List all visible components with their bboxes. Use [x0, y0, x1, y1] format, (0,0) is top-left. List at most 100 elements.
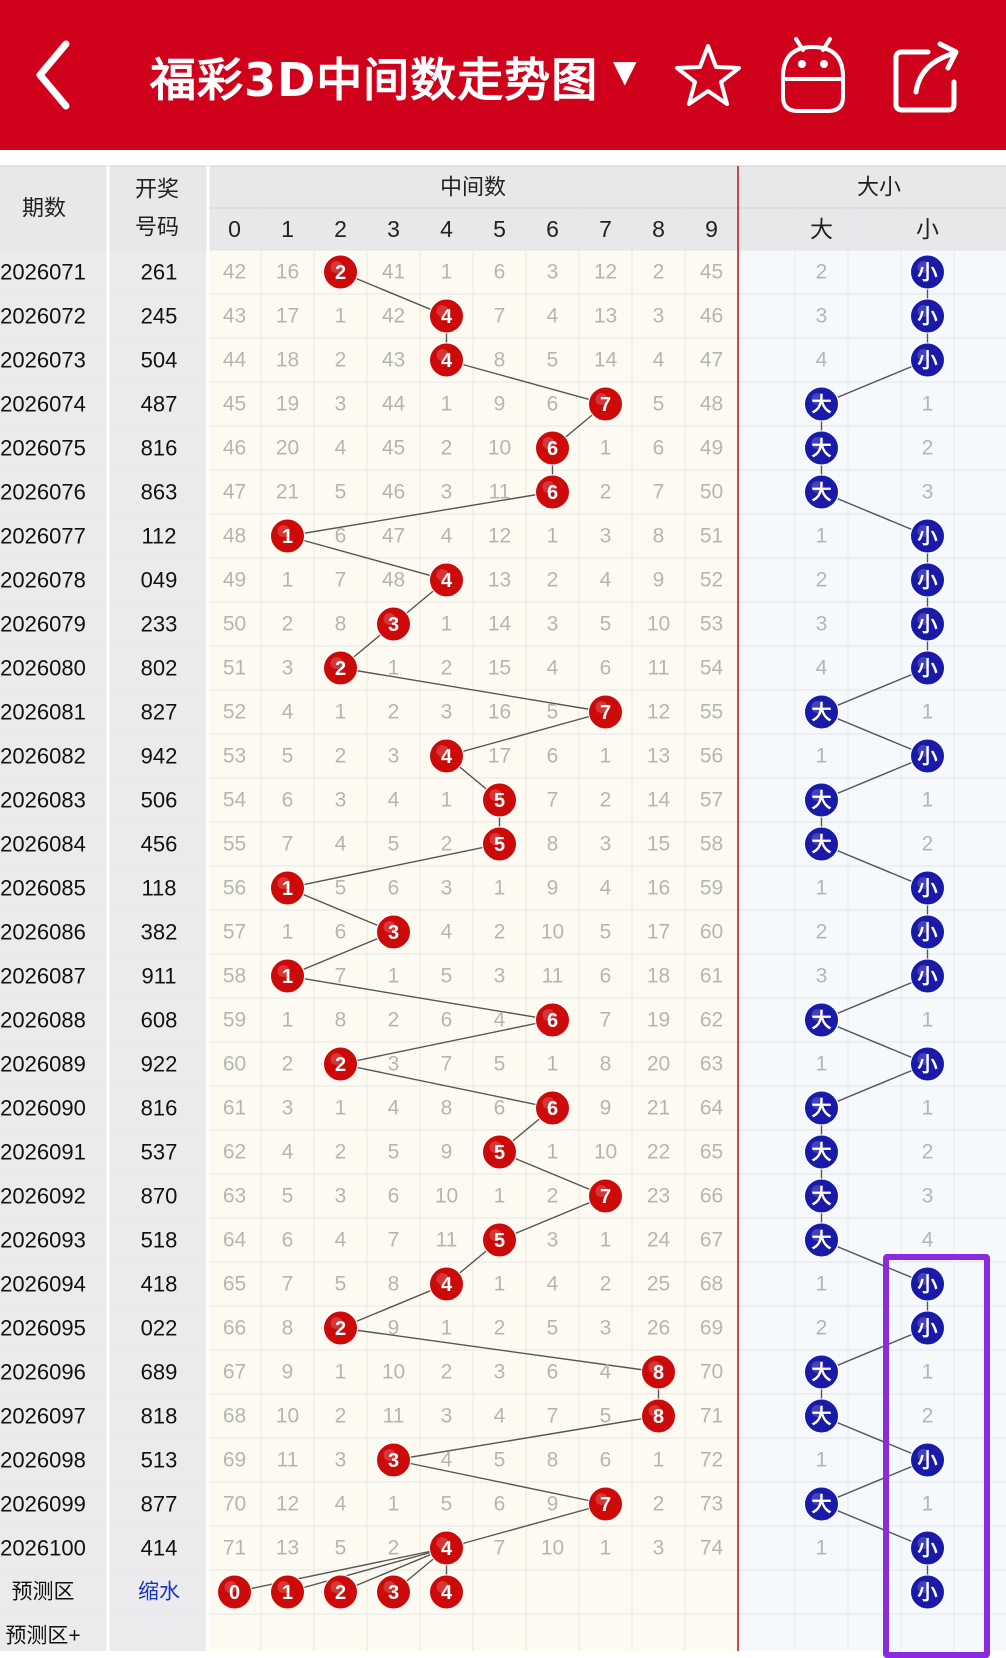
missing-count: 12 [276, 1493, 299, 1516]
header-digit-9: 9 [705, 216, 718, 242]
svg-text:5: 5 [494, 790, 505, 812]
missing-count: 2 [547, 569, 559, 592]
missing-count: 9 [600, 1097, 612, 1120]
title-dropdown-caret[interactable]: ▼ [605, 50, 645, 94]
middle-hit-ball: 2 [323, 1310, 358, 1346]
missing-count: 10 [276, 1405, 299, 1428]
missing-count: 9 [282, 1361, 294, 1384]
missing-count: 2 [335, 1405, 347, 1428]
star-icon[interactable] [673, 40, 743, 110]
missing-count: 9 [653, 569, 665, 592]
big-ball: 大 [804, 474, 839, 510]
middle-hit-ball: 7 [588, 1486, 623, 1522]
missing-count: 1 [653, 1449, 665, 1472]
missing-count: 54 [223, 789, 247, 812]
missing-count: 1 [494, 1185, 506, 1208]
missing-count: 72 [700, 1449, 723, 1472]
svg-text:4: 4 [441, 1274, 453, 1296]
missing-count: 7 [653, 481, 665, 504]
header-period: 期数 [22, 196, 66, 221]
missing-count: 1 [922, 701, 934, 724]
missing-count: 2 [441, 437, 453, 460]
missing-count: 4 [494, 1009, 506, 1032]
small-ball: 小 [910, 1530, 945, 1566]
missing-count: 1 [816, 877, 828, 900]
missing-count: 22 [647, 1141, 670, 1164]
header-digit-0: 0 [228, 216, 241, 242]
missing-count: 68 [700, 1273, 723, 1296]
middle-hit-ball: 1 [270, 870, 305, 906]
missing-count: 1 [494, 877, 506, 900]
missing-count: 60 [700, 921, 723, 944]
missing-count: 46 [700, 305, 723, 328]
missing-count: 59 [700, 877, 723, 900]
share-icon[interactable] [890, 38, 965, 116]
svg-text:1: 1 [282, 966, 293, 988]
predict-ball: 1 [270, 1574, 305, 1610]
header-digit-7: 7 [599, 216, 612, 242]
header-prize-line1: 开奖 [135, 177, 179, 202]
svg-text:6: 6 [547, 1010, 558, 1032]
middle-hit-ball: 1 [270, 518, 305, 554]
middle-hit-ball: 3 [376, 1442, 411, 1478]
row-period: 2026071 [0, 260, 86, 285]
missing-count: 6 [494, 261, 506, 284]
shrink-link[interactable]: 缩水 [138, 1581, 180, 1604]
big-ball: 大 [804, 1178, 839, 1214]
missing-count: 25 [647, 1273, 670, 1296]
missing-count: 2 [282, 1053, 294, 1076]
missing-count: 44 [223, 349, 247, 372]
missing-count: 60 [223, 1053, 246, 1076]
missing-count: 1 [441, 261, 453, 284]
row-period: 2026087 [0, 964, 86, 989]
missing-count: 6 [335, 921, 347, 944]
svg-text:大: 大 [812, 481, 832, 504]
missing-count: 1 [600, 745, 612, 768]
header-digit-3: 3 [387, 216, 400, 242]
missing-count: 5 [282, 745, 294, 768]
missing-count: 10 [435, 1185, 458, 1208]
missing-count: 21 [647, 1097, 670, 1120]
missing-count: 5 [335, 1273, 347, 1296]
missing-count: 64 [700, 1097, 724, 1120]
missing-count: 1 [922, 789, 934, 812]
row-period: 2026092 [0, 1184, 86, 1209]
small-ball: 小 [910, 606, 945, 642]
missing-count: 1 [922, 1493, 934, 1516]
missing-count: 4 [600, 569, 612, 592]
big-ball: 大 [804, 1398, 839, 1434]
missing-count: 8 [282, 1317, 294, 1340]
missing-count: 2 [441, 833, 453, 856]
missing-count: 11 [277, 1449, 299, 1472]
missing-count: 1 [922, 1361, 934, 1384]
svg-text:小: 小 [918, 1581, 938, 1604]
missing-count: 19 [647, 1009, 670, 1032]
missing-count: 42 [382, 305, 405, 328]
missing-count: 63 [223, 1185, 246, 1208]
small-ball: 小 [910, 298, 945, 334]
svg-text:小: 小 [918, 1449, 938, 1472]
android-icon[interactable] [778, 35, 848, 115]
missing-count: 3 [441, 701, 453, 724]
back-arrow-icon[interactable] [30, 38, 80, 113]
missing-count: 8 [388, 1273, 400, 1296]
svg-text:3: 3 [388, 1450, 399, 1472]
missing-count: 67 [700, 1229, 723, 1252]
page-title[interactable]: 福彩3D中间数走势图 [150, 53, 599, 107]
missing-count: 6 [653, 437, 665, 460]
middle-hit-ball: 6 [535, 1002, 570, 1038]
missing-count: 1 [282, 569, 294, 592]
missing-count: 23 [647, 1185, 670, 1208]
predict-plus-label[interactable]: 预测区+ [5, 1625, 80, 1648]
missing-count: 4 [282, 1141, 294, 1164]
missing-count: 9 [494, 393, 506, 416]
missing-count: 7 [494, 1537, 506, 1560]
missing-count: 11 [436, 1229, 458, 1252]
middle-hit-ball: 4 [429, 1530, 464, 1566]
svg-text:小: 小 [918, 965, 938, 988]
big-ball: 大 [804, 1002, 839, 1038]
missing-count: 4 [441, 1449, 453, 1472]
missing-count: 10 [382, 1361, 405, 1384]
middle-hit-ball: 5 [482, 1222, 517, 1258]
missing-count: 4 [547, 1273, 559, 1296]
